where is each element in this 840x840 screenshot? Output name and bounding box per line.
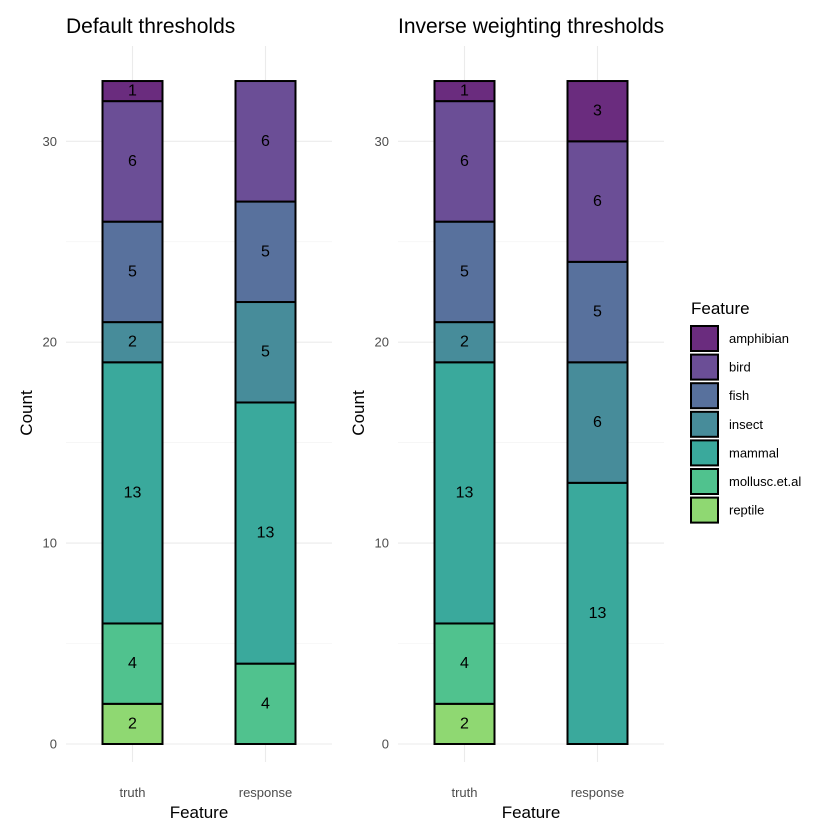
data-label: 6 bbox=[261, 133, 270, 150]
y-tick-label: 20 bbox=[43, 335, 57, 350]
y-tick-label: 30 bbox=[43, 134, 57, 149]
segment-bird bbox=[433, 100, 496, 223]
segment-fish bbox=[566, 260, 629, 364]
data-label: 1 bbox=[128, 83, 137, 100]
segment-mammal bbox=[433, 361, 496, 625]
x-tick-label: truth bbox=[119, 785, 145, 800]
legend-label: amphibian bbox=[729, 331, 789, 346]
panel-title: Default thresholds bbox=[66, 15, 235, 38]
legend-label: reptile bbox=[729, 503, 764, 518]
legend-key bbox=[690, 325, 719, 352]
legend-item-mollusc-et-al: mollusc.et.al bbox=[690, 468, 801, 495]
segment-insect bbox=[101, 321, 164, 364]
legend-item-fish: fish bbox=[690, 382, 749, 410]
data-label: 6 bbox=[460, 153, 469, 170]
bar-response: 4 13 5 5 6 bbox=[234, 80, 297, 746]
segment-fish bbox=[234, 200, 297, 304]
y-tick-label: 0 bbox=[50, 737, 57, 752]
x-axis-title: Feature bbox=[502, 803, 561, 822]
segment-bird bbox=[234, 80, 297, 203]
segment-amphibian bbox=[566, 80, 629, 143]
panel-title: Inverse weighting thresholds bbox=[398, 15, 664, 38]
data-label: 3 bbox=[593, 103, 602, 120]
legend-item-mammal: mammal bbox=[690, 439, 779, 467]
segment-bird bbox=[101, 100, 164, 223]
legend-item-amphibian: amphibian bbox=[690, 325, 789, 352]
data-label: 1 bbox=[460, 83, 469, 100]
data-label: 13 bbox=[124, 484, 142, 501]
x-tick-label: response bbox=[571, 785, 624, 800]
x-axis-title: Feature bbox=[170, 803, 229, 822]
segment-insect bbox=[433, 321, 496, 364]
data-label: 5 bbox=[128, 263, 137, 280]
legend-item-reptile: reptile bbox=[690, 496, 764, 524]
legend: Feature amphibian bird fish insect mammal moll… bbox=[690, 299, 801, 524]
y-tick-label: 0 bbox=[382, 737, 389, 752]
y-axis-title: Count bbox=[349, 390, 368, 436]
y-tick-label: 10 bbox=[43, 536, 57, 551]
legend-key bbox=[690, 468, 719, 495]
data-label: 4 bbox=[261, 695, 270, 712]
data-label: 5 bbox=[261, 344, 270, 361]
data-label: 2 bbox=[460, 715, 469, 732]
y-axis-title: Count bbox=[17, 390, 36, 436]
data-label: 6 bbox=[128, 153, 137, 170]
data-label: 5 bbox=[261, 243, 270, 260]
x-tick-label: truth bbox=[451, 785, 477, 800]
bar-response: 13 6 5 6 3 bbox=[566, 80, 629, 745]
legend-item-insect: insect bbox=[690, 410, 763, 438]
segment-amphibian bbox=[101, 80, 164, 103]
y-tick-label: 30 bbox=[375, 134, 389, 149]
legend-label: fish bbox=[729, 388, 749, 403]
data-label: 5 bbox=[593, 304, 602, 321]
y-tick-label: 20 bbox=[375, 335, 389, 350]
legend-key bbox=[690, 439, 719, 467]
data-label: 2 bbox=[128, 334, 137, 351]
segment-mollusc-et-al bbox=[234, 662, 297, 746]
data-label: 13 bbox=[589, 605, 607, 622]
x-tick-label: response bbox=[239, 785, 292, 800]
data-label: 13 bbox=[257, 525, 275, 542]
legend-item-bird: bird bbox=[690, 353, 751, 381]
segment-amphibian bbox=[433, 80, 496, 103]
legend-key bbox=[690, 353, 719, 381]
legend-label: bird bbox=[729, 360, 751, 375]
segment-mollusc-et-al bbox=[101, 622, 164, 705]
segment-fish bbox=[433, 220, 496, 324]
segment-mammal bbox=[234, 401, 297, 665]
data-label: 13 bbox=[456, 484, 474, 501]
segment-insect bbox=[566, 361, 629, 484]
data-label: 2 bbox=[128, 715, 137, 732]
legend-key bbox=[690, 410, 719, 438]
data-label: 5 bbox=[460, 263, 469, 280]
legend-title: Feature bbox=[691, 299, 750, 318]
data-label: 4 bbox=[128, 655, 137, 672]
legend-label: mammal bbox=[729, 445, 779, 460]
legend-label: insect bbox=[729, 417, 763, 432]
legend-key bbox=[690, 496, 719, 524]
data-label: 4 bbox=[460, 655, 469, 672]
legend-key bbox=[690, 382, 719, 410]
data-label: 2 bbox=[460, 334, 469, 351]
data-label: 6 bbox=[593, 414, 602, 431]
legend-label: mollusc.et.al bbox=[729, 474, 801, 489]
y-tick-label: 10 bbox=[375, 536, 389, 551]
data-label: 6 bbox=[593, 193, 602, 210]
